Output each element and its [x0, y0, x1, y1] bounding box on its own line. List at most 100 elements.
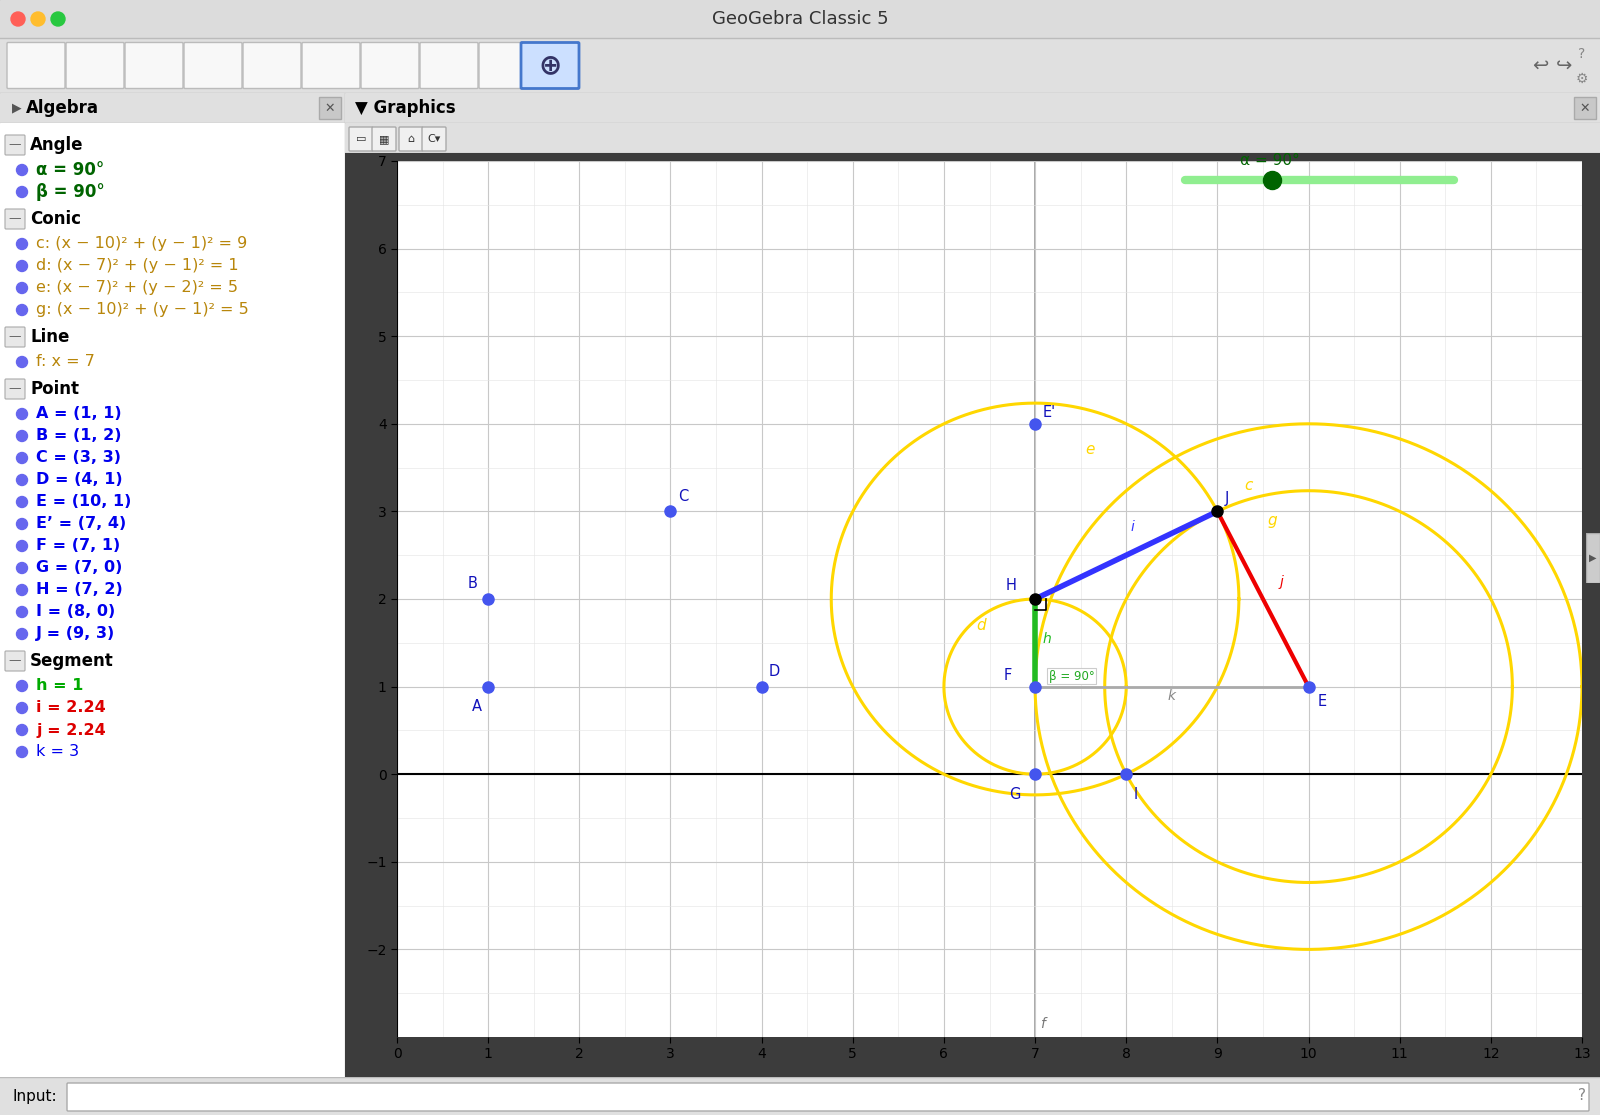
- Text: c: (x − 10)² + (y − 1)² = 9: c: (x − 10)² + (y − 1)² = 9: [35, 236, 248, 252]
- Circle shape: [16, 186, 27, 197]
- FancyBboxPatch shape: [419, 42, 478, 88]
- Text: Algebra: Algebra: [26, 99, 99, 117]
- Text: e: (x − 7)² + (y − 2)² = 5: e: (x − 7)² + (y − 2)² = 5: [35, 281, 238, 295]
- Text: g: g: [1267, 513, 1277, 527]
- Text: g: (x − 10)² + (y − 1)² = 5: g: (x − 10)² + (y − 1)² = 5: [35, 302, 248, 318]
- Circle shape: [16, 261, 27, 271]
- Text: —: —: [8, 382, 21, 396]
- Text: j: j: [1280, 575, 1283, 589]
- Circle shape: [16, 430, 27, 442]
- Text: h = 1: h = 1: [35, 679, 83, 694]
- Circle shape: [16, 475, 27, 485]
- Text: ▶: ▶: [13, 101, 22, 115]
- Circle shape: [16, 408, 27, 419]
- Text: E': E': [1042, 405, 1056, 419]
- Text: Segment: Segment: [30, 652, 114, 670]
- Circle shape: [16, 607, 27, 618]
- Text: D = (4, 1): D = (4, 1): [35, 473, 123, 487]
- Circle shape: [16, 629, 27, 640]
- Text: Input:: Input:: [13, 1088, 56, 1104]
- Text: ?: ?: [1578, 48, 1586, 61]
- FancyBboxPatch shape: [522, 42, 579, 88]
- Text: f: x = 7: f: x = 7: [35, 355, 94, 369]
- Circle shape: [16, 496, 27, 507]
- Text: B = (1, 2): B = (1, 2): [35, 428, 122, 444]
- Text: ▼ Graphics: ▼ Graphics: [355, 99, 456, 117]
- Text: GeoGebra Classic 5: GeoGebra Classic 5: [712, 10, 888, 28]
- Text: ⊕: ⊕: [538, 51, 562, 79]
- FancyBboxPatch shape: [5, 209, 26, 229]
- Text: ↪: ↪: [1555, 56, 1573, 75]
- FancyBboxPatch shape: [125, 42, 182, 88]
- Circle shape: [51, 12, 66, 26]
- Text: D: D: [770, 665, 781, 679]
- Circle shape: [16, 725, 27, 736]
- FancyBboxPatch shape: [478, 42, 538, 88]
- Text: G: G: [1010, 787, 1021, 802]
- Text: C = (3, 3): C = (3, 3): [35, 450, 122, 465]
- Circle shape: [16, 680, 27, 691]
- Text: f: f: [1040, 1017, 1045, 1031]
- Text: ✕: ✕: [1579, 101, 1590, 115]
- Text: E = (10, 1): E = (10, 1): [35, 494, 131, 510]
- Text: ↩: ↩: [1531, 56, 1549, 75]
- Circle shape: [16, 541, 27, 552]
- Text: h: h: [1042, 632, 1051, 646]
- Circle shape: [16, 562, 27, 573]
- Text: d: (x − 7)² + (y − 1)² = 1: d: (x − 7)² + (y − 1)² = 1: [35, 259, 238, 273]
- Text: Angle: Angle: [30, 136, 83, 154]
- Text: β = 90°: β = 90°: [35, 183, 104, 201]
- Text: —: —: [8, 213, 21, 225]
- Text: α = 90°: α = 90°: [1240, 154, 1299, 168]
- Text: E: E: [1318, 694, 1326, 709]
- Text: c: c: [1245, 477, 1253, 493]
- Text: k: k: [1168, 689, 1176, 702]
- Text: Line: Line: [30, 328, 69, 346]
- Text: —: —: [8, 330, 21, 343]
- FancyBboxPatch shape: [184, 42, 242, 88]
- Text: I = (8, 0): I = (8, 0): [35, 604, 115, 620]
- Circle shape: [16, 453, 27, 464]
- Circle shape: [30, 12, 45, 26]
- Text: A = (1, 1): A = (1, 1): [35, 407, 122, 421]
- FancyBboxPatch shape: [5, 135, 26, 155]
- Text: H = (7, 2): H = (7, 2): [35, 582, 123, 598]
- Text: j = 2.24: j = 2.24: [35, 723, 106, 737]
- FancyBboxPatch shape: [6, 42, 66, 88]
- Circle shape: [16, 702, 27, 714]
- Text: —: —: [8, 655, 21, 668]
- Text: ▭: ▭: [355, 134, 366, 144]
- Text: Point: Point: [30, 380, 78, 398]
- FancyBboxPatch shape: [5, 327, 26, 347]
- FancyBboxPatch shape: [67, 1083, 1589, 1111]
- Text: ⌂: ⌂: [408, 134, 414, 144]
- Text: k = 3: k = 3: [35, 745, 78, 759]
- Text: B: B: [469, 576, 478, 591]
- Bar: [1574, 97, 1597, 119]
- FancyBboxPatch shape: [302, 42, 360, 88]
- Text: α = 90°: α = 90°: [35, 161, 104, 180]
- FancyBboxPatch shape: [422, 127, 446, 151]
- Text: Conic: Conic: [30, 210, 82, 227]
- Text: C: C: [678, 488, 688, 504]
- FancyBboxPatch shape: [398, 127, 422, 151]
- Text: F: F: [1003, 668, 1011, 682]
- Bar: [318, 97, 341, 119]
- Circle shape: [16, 239, 27, 250]
- Text: H: H: [1006, 579, 1016, 593]
- Circle shape: [16, 584, 27, 595]
- Text: C▾: C▾: [427, 134, 440, 144]
- Circle shape: [16, 165, 27, 175]
- FancyBboxPatch shape: [349, 127, 373, 151]
- Circle shape: [16, 357, 27, 368]
- Circle shape: [11, 12, 26, 26]
- Text: ?: ?: [1578, 1088, 1586, 1104]
- Text: I: I: [1133, 787, 1138, 802]
- Text: β = 90°: β = 90°: [1048, 670, 1094, 682]
- Circle shape: [16, 304, 27, 316]
- Text: ▶: ▶: [1589, 553, 1597, 563]
- FancyBboxPatch shape: [243, 42, 301, 88]
- Text: J = (9, 3): J = (9, 3): [35, 627, 115, 641]
- Text: ⚙: ⚙: [1576, 72, 1589, 86]
- Text: ▦: ▦: [379, 134, 389, 144]
